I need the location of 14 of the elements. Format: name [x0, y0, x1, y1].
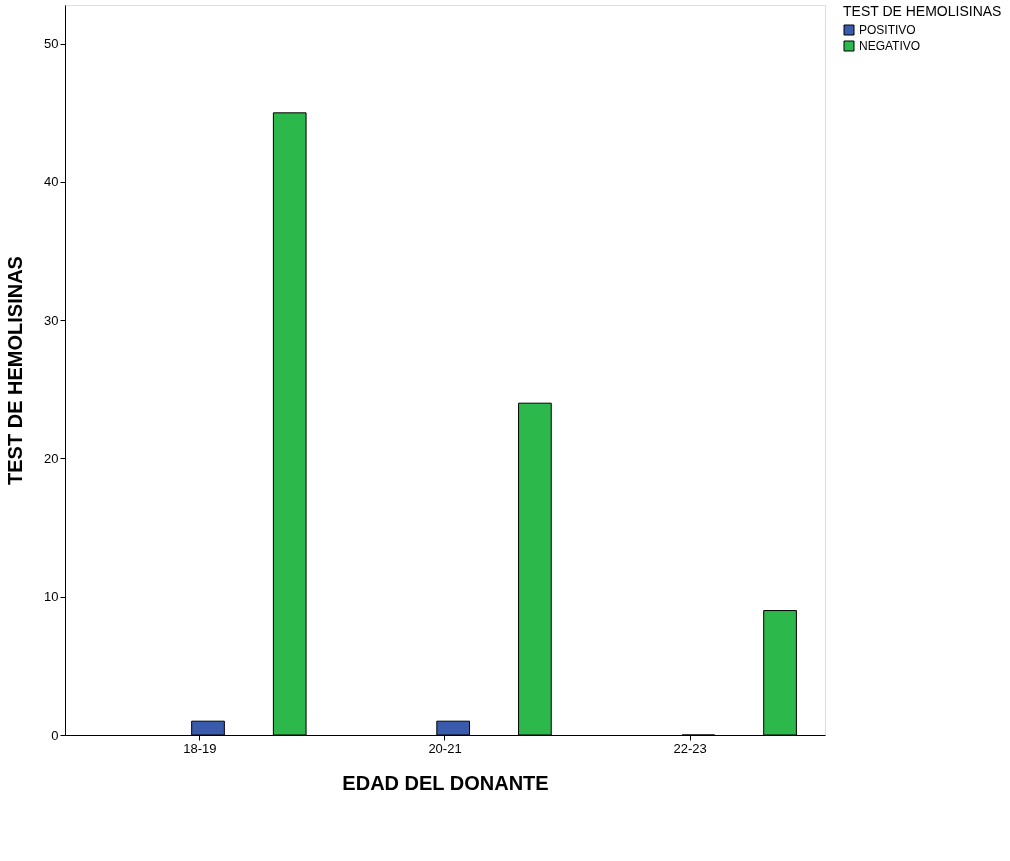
x-tick-label: 20-21 — [428, 740, 462, 756]
y-tick-label: 50 — [44, 36, 59, 52]
y-tick-label: 30 — [44, 312, 59, 328]
x-tick-label: 22-23 — [673, 740, 707, 756]
legend-label: POSITIVO — [859, 23, 916, 37]
y-tick-label: 40 — [44, 174, 59, 190]
y-axis-title: TEST DE HEMOLISINAS — [4, 256, 27, 485]
y-tick-label: 10 — [44, 589, 59, 605]
y-tick-label: 20 — [44, 450, 59, 466]
x-axis-title: EDAD DEL DONANTE — [342, 771, 549, 794]
y-tick-label: 0 — [51, 727, 59, 743]
x-tick-label: 18-19 — [183, 740, 217, 756]
legend-label: NEGATIVO — [859, 39, 921, 53]
legend-title: TEST DE HEMOLISINAS — [843, 3, 1002, 19]
